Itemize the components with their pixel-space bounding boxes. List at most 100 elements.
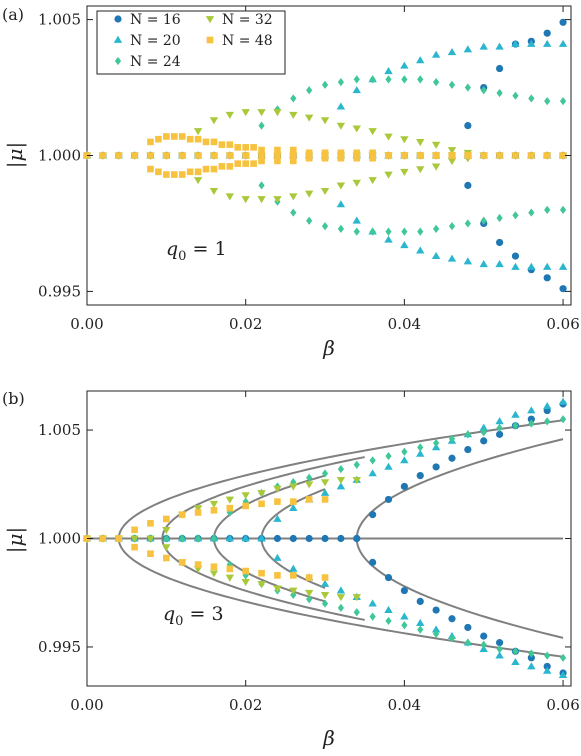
data-point	[417, 75, 424, 84]
data-point	[416, 166, 425, 174]
data-point	[163, 534, 170, 543]
data-point	[193, 505, 203, 513]
data-point	[274, 157, 281, 165]
data-point	[464, 152, 472, 159]
data-point	[416, 471, 424, 480]
data-point	[147, 165, 154, 173]
data-point	[131, 543, 138, 551]
y-tick-label: 1.005	[38, 421, 81, 439]
data-point	[321, 534, 329, 543]
data-point	[242, 160, 249, 167]
data-point	[480, 86, 487, 95]
fit-curve	[260, 538, 326, 589]
data-point	[321, 149, 329, 157]
data-point	[369, 227, 376, 236]
data-point	[146, 535, 155, 543]
data-point	[559, 653, 567, 662]
data-point	[511, 39, 520, 47]
data-point	[416, 56, 425, 64]
panel-b-points	[82, 397, 568, 679]
data-point	[226, 152, 234, 159]
data-point	[250, 160, 257, 167]
data-point	[496, 152, 503, 159]
data-point	[289, 564, 298, 572]
data-point	[115, 535, 123, 542]
data-point	[242, 502, 249, 510]
data-point	[226, 565, 234, 573]
data-point	[178, 559, 186, 566]
data-point	[337, 464, 345, 474]
data-point	[559, 285, 567, 293]
data-point	[290, 208, 297, 217]
data-point	[400, 586, 408, 595]
data-point	[369, 558, 377, 566]
data-point	[163, 152, 170, 159]
data-point	[225, 496, 235, 504]
data-point	[496, 645, 503, 654]
data-point	[218, 141, 226, 148]
data-point	[384, 235, 393, 243]
data-point	[495, 64, 504, 73]
data-point	[417, 227, 424, 236]
data-point	[147, 152, 154, 159]
data-point	[527, 39, 536, 47]
data-point	[416, 246, 425, 254]
data-point	[369, 75, 376, 84]
data-point	[258, 500, 265, 508]
data-point	[495, 238, 504, 247]
data-point	[336, 594, 346, 602]
data-point	[194, 561, 202, 568]
data-point	[558, 397, 568, 405]
data-point	[352, 86, 361, 94]
data-point	[433, 224, 440, 233]
data-point	[336, 586, 346, 594]
data-point	[290, 478, 297, 487]
data-point	[337, 534, 345, 543]
data-point	[257, 196, 266, 204]
data-point	[352, 179, 361, 187]
data-point	[225, 111, 235, 119]
data-point	[289, 587, 298, 595]
data-point	[479, 260, 488, 268]
data-point	[400, 61, 409, 69]
data-point	[241, 534, 250, 542]
data-point	[226, 141, 234, 148]
x-tick-label: 0.00	[70, 696, 103, 714]
data-point	[480, 152, 488, 159]
data-point	[496, 423, 503, 432]
data-point	[225, 193, 235, 201]
data-point	[385, 152, 392, 159]
data-point	[544, 417, 551, 426]
data-point	[400, 612, 409, 620]
data-point	[432, 152, 440, 159]
data-point	[209, 187, 219, 196]
data-point	[353, 534, 361, 543]
panel-b-ticks: 0.00 0.02 0.04 0.06 0.995 1.000 1.005	[38, 391, 580, 714]
data-point	[99, 152, 107, 159]
data-point	[337, 154, 345, 162]
data-point	[225, 574, 235, 582]
data-point	[464, 181, 472, 189]
data-point	[401, 227, 408, 236]
data-point	[559, 415, 567, 424]
fit-curve	[260, 488, 326, 539]
data-point	[384, 495, 393, 504]
data-point	[352, 477, 361, 485]
data-point	[495, 42, 504, 50]
data-point	[273, 585, 282, 593]
data-point	[495, 651, 504, 659]
legend-marker	[113, 35, 123, 43]
data-point	[416, 449, 425, 457]
data-point	[448, 80, 456, 89]
data-point	[385, 75, 392, 84]
data-point	[400, 482, 408, 491]
data-point	[250, 144, 257, 151]
data-point	[202, 165, 210, 173]
data-point	[320, 488, 330, 496]
y-tick-label: 1.000	[38, 147, 81, 165]
data-point	[320, 579, 330, 587]
data-point	[289, 157, 297, 165]
data-point	[511, 410, 520, 418]
data-point	[306, 216, 313, 225]
data-point	[544, 651, 551, 660]
